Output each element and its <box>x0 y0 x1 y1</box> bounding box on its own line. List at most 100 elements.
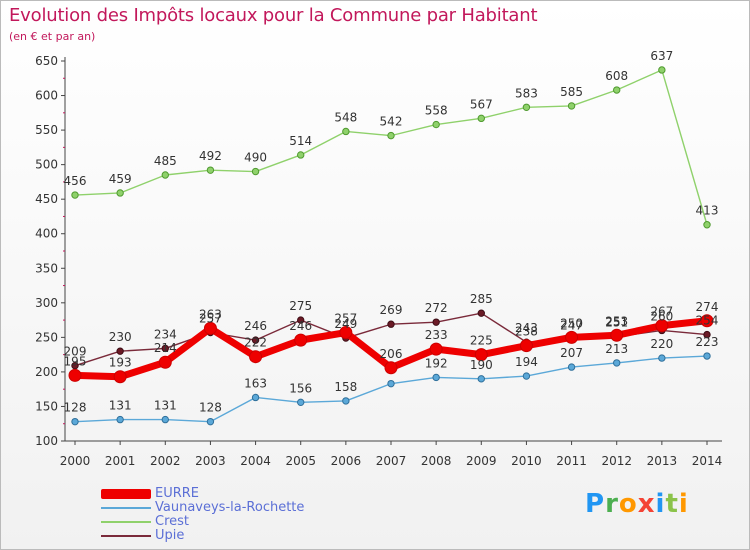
data-label: 213 <box>605 342 628 356</box>
data-label: 608 <box>605 69 628 83</box>
x-tick-label: 2010 <box>511 454 542 468</box>
logo-letter: t <box>665 489 679 519</box>
data-point <box>116 347 124 355</box>
data-point <box>251 336 260 344</box>
data-label: 222 <box>244 336 267 350</box>
y-tick-label: 550 <box>35 123 58 137</box>
logo-letter: i <box>655 489 666 519</box>
data-label: 195 <box>64 354 87 368</box>
data-point <box>703 221 711 229</box>
data-point <box>294 333 308 347</box>
x-tick-label: 2011 <box>556 454 587 468</box>
legend-label-vaunaveys: Vaunaveys-la-Rochette <box>155 500 305 515</box>
data-label: 246 <box>244 319 267 333</box>
data-label: 456 <box>64 174 87 188</box>
legend-label-eurre: EURRE <box>155 486 200 501</box>
data-point <box>613 359 621 367</box>
data-point <box>655 319 669 333</box>
data-point <box>387 379 395 388</box>
data-label: 285 <box>470 292 493 306</box>
data-point <box>432 318 440 326</box>
data-label: 267 <box>650 305 673 319</box>
y-tick-label: 650 <box>35 54 58 68</box>
data-point <box>429 342 443 356</box>
logo-letter: i <box>678 489 689 519</box>
logo-letter: P <box>585 489 606 519</box>
x-tick-label: 2014 <box>692 454 723 468</box>
data-point <box>613 86 621 94</box>
x-tick-label: 2012 <box>601 454 632 468</box>
data-point <box>610 328 624 342</box>
data-label: 128 <box>64 401 87 415</box>
data-label: 131 <box>109 399 132 413</box>
data-label: 548 <box>334 110 357 124</box>
x-tick-label: 2005 <box>285 454 316 468</box>
legend-swatch-vaunaveys <box>101 507 151 509</box>
data-label: 274 <box>696 300 719 314</box>
data-point <box>387 320 395 328</box>
data-point <box>68 368 82 382</box>
data-point <box>658 66 666 74</box>
data-label: 567 <box>470 97 493 111</box>
legend-swatch-eurre <box>101 489 151 499</box>
y-tick-label: 150 <box>35 399 58 413</box>
data-label: 251 <box>605 316 628 330</box>
data-point <box>522 372 531 380</box>
data-point <box>477 375 485 383</box>
data-label: 263 <box>199 307 222 321</box>
data-point <box>251 393 260 402</box>
data-label: 514 <box>289 134 312 148</box>
data-label: 194 <box>515 355 538 369</box>
data-label: 156 <box>289 381 312 395</box>
legend-swatch-crest <box>101 521 151 523</box>
data-label: 207 <box>560 346 583 360</box>
data-point <box>161 344 169 353</box>
data-point <box>158 355 172 369</box>
data-label: 413 <box>696 204 719 218</box>
data-label: 637 <box>650 49 673 63</box>
data-label: 558 <box>425 104 448 118</box>
x-tick-label: 2004 <box>240 454 271 468</box>
data-label: 131 <box>154 399 177 413</box>
y-tick-label: 200 <box>35 365 58 379</box>
data-point <box>522 103 531 111</box>
data-point <box>297 316 305 324</box>
data-label: 247 <box>560 318 583 332</box>
y-tick-label: 350 <box>35 261 58 275</box>
x-tick-label: 2001 <box>105 454 136 468</box>
data-label: 220 <box>650 337 673 351</box>
x-tick-label: 2000 <box>60 454 91 468</box>
data-point <box>203 321 217 335</box>
y-tick-label: 400 <box>35 227 58 241</box>
data-point <box>297 151 305 159</box>
y-tick-label: 300 <box>35 296 58 310</box>
data-point <box>565 330 579 344</box>
data-label: 254 <box>696 314 719 328</box>
data-point <box>206 417 215 426</box>
data-label: 190 <box>470 358 493 372</box>
x-tick-label: 2007 <box>376 454 407 468</box>
data-label: 459 <box>109 172 132 186</box>
data-label: 225 <box>470 334 493 348</box>
data-point <box>567 102 576 110</box>
data-label: 223 <box>696 335 719 349</box>
data-point <box>432 120 440 129</box>
y-tick-label: 450 <box>35 192 58 206</box>
data-point <box>700 314 714 328</box>
data-label: 257 <box>334 312 357 326</box>
data-label: 585 <box>560 85 583 99</box>
data-label: 485 <box>154 154 177 168</box>
x-tick-label: 2002 <box>150 454 181 468</box>
data-point <box>249 350 263 364</box>
data-label: 158 <box>334 380 357 394</box>
data-label: 250 <box>560 316 583 330</box>
data-point <box>658 354 666 362</box>
data-point <box>342 127 350 136</box>
y-tick-label: 250 <box>35 330 58 344</box>
data-label: 230 <box>109 330 132 344</box>
chart-title: Evolution des Impôts locaux pour la Comm… <box>9 5 538 26</box>
logo-letter: r <box>605 489 619 519</box>
data-point <box>477 309 485 317</box>
data-label: 243 <box>515 321 538 335</box>
data-label: 193 <box>109 356 132 370</box>
